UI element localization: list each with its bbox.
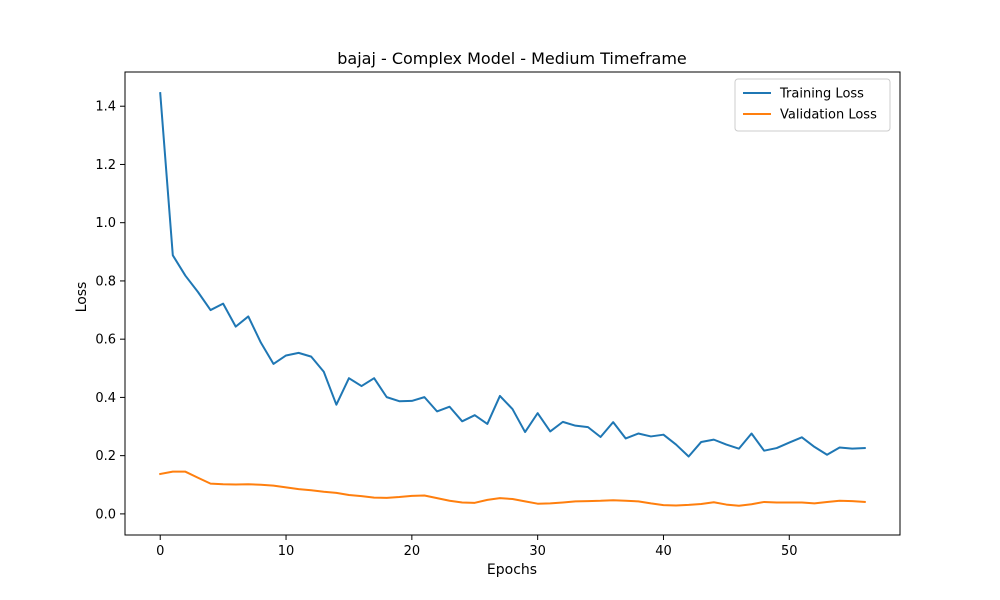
legend: Training Loss Validation Loss	[734, 78, 891, 132]
y-tick-label: 1.2	[95, 158, 116, 173]
legend-label-training-loss: Training Loss	[779, 87, 864, 102]
legend-box	[734, 78, 891, 132]
y-tick-label: 0.6	[95, 333, 116, 348]
chart-title: bajaj - Complex Model - Medium Timeframe	[337, 49, 687, 68]
x-axis-title: Epochs	[487, 562, 537, 578]
x-tick-label: 50	[781, 544, 798, 559]
y-axis-title: Loss	[74, 282, 90, 313]
plot-area: 0 10 20 30 40 50 0.0 0.2 0.4 0.6 0.8 1.0 1.2 1.4	[95, 71, 901, 559]
y-tick-label: 0.4	[95, 391, 116, 406]
y-tick-label: 0.0	[95, 507, 116, 522]
legend-label-validation-loss: Validation Loss	[780, 108, 877, 123]
x-tick-label: 30	[529, 544, 546, 559]
series-line-validation-loss	[159, 470, 866, 507]
x-tick-label: 40	[655, 544, 672, 559]
y-tick-label: 0.8	[95, 274, 116, 289]
y-tick-label: 1.4	[95, 100, 116, 115]
y-tick-label: 1.0	[95, 216, 116, 231]
series-line-training-loss	[159, 92, 866, 458]
plot-background	[125, 72, 900, 535]
x-tick-label: 0	[156, 544, 164, 559]
plot-frame	[124, 71, 901, 536]
y-tick-label: 0.2	[95, 449, 116, 464]
x-tick-label: 20	[404, 544, 421, 559]
x-tick-label: 10	[278, 544, 295, 559]
